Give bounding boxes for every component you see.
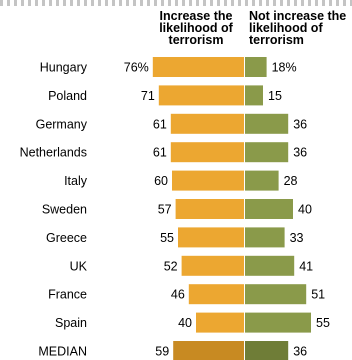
value-label-increase: 61	[153, 117, 167, 131]
value-label-increase: 59	[155, 345, 169, 359]
category-label: Hungary	[40, 61, 88, 75]
category-label: Sweden	[42, 203, 87, 217]
value-label-increase: 71	[141, 89, 155, 103]
value-label-not-increase: 18%	[272, 61, 297, 75]
bar-increase	[172, 170, 244, 191]
bar-increase	[178, 227, 244, 248]
value-label-not-increase: 36	[293, 117, 307, 131]
category-label: Greece	[46, 231, 87, 245]
category-label: Netherlands	[20, 146, 87, 160]
value-label-increase: 60	[154, 174, 168, 188]
bar-not-increase	[245, 85, 263, 106]
not-increase-header: Not increase the likelihood of terrorism	[249, 9, 347, 47]
value-label-increase: 76%	[124, 61, 149, 75]
bar-not-increase	[245, 227, 285, 248]
bar-not-increase	[245, 113, 289, 134]
bar-not-increase	[245, 199, 293, 219]
bar-increase	[173, 341, 244, 360]
value-label-not-increase: 28	[284, 174, 298, 188]
value-label-increase: 40	[178, 316, 192, 330]
value-label-not-increase: 41	[299, 259, 313, 273]
value-label-increase: 46	[171, 288, 185, 302]
bar-not-increase	[245, 312, 311, 333]
value-label-increase: 55	[160, 231, 174, 245]
category-label: France	[48, 288, 87, 302]
value-label-not-increase: 15	[268, 89, 282, 103]
value-label-increase: 57	[158, 203, 172, 217]
value-label-not-increase: 55	[316, 316, 330, 330]
bar-increase	[170, 113, 244, 134]
bar-not-increase	[245, 170, 279, 191]
category-label: UK	[70, 259, 88, 273]
category-label: MEDIAN	[38, 345, 87, 359]
bar-increase	[170, 142, 244, 163]
bar-not-increase	[245, 142, 289, 163]
bar-not-increase	[245, 57, 267, 77]
bar-not-increase	[245, 341, 289, 360]
bar-not-increase	[245, 255, 295, 276]
category-label: Germany	[36, 117, 88, 131]
value-label-increase: 52	[164, 259, 178, 273]
value-label-not-increase: 40	[298, 203, 312, 217]
value-label-not-increase: 33	[290, 231, 304, 245]
increase-header: Increase the likelihood of terrorism	[159, 9, 233, 47]
value-label-not-increase: 51	[311, 288, 325, 302]
category-label: Italy	[64, 174, 88, 188]
bar-not-increase	[245, 284, 307, 305]
bar-increase	[196, 312, 244, 333]
value-label-increase: 61	[153, 146, 167, 160]
bar-increase	[175, 199, 244, 219]
category-label: Spain	[55, 316, 87, 330]
bar-increase	[188, 284, 244, 305]
category-label: Poland	[48, 89, 87, 103]
bar-increase	[152, 57, 244, 77]
value-label-not-increase: 36	[293, 146, 307, 160]
bar-increase	[181, 255, 244, 276]
top-cropped-rule	[0, 0, 352, 6]
value-label-not-increase: 36	[293, 345, 307, 359]
bar-increase	[158, 85, 244, 106]
